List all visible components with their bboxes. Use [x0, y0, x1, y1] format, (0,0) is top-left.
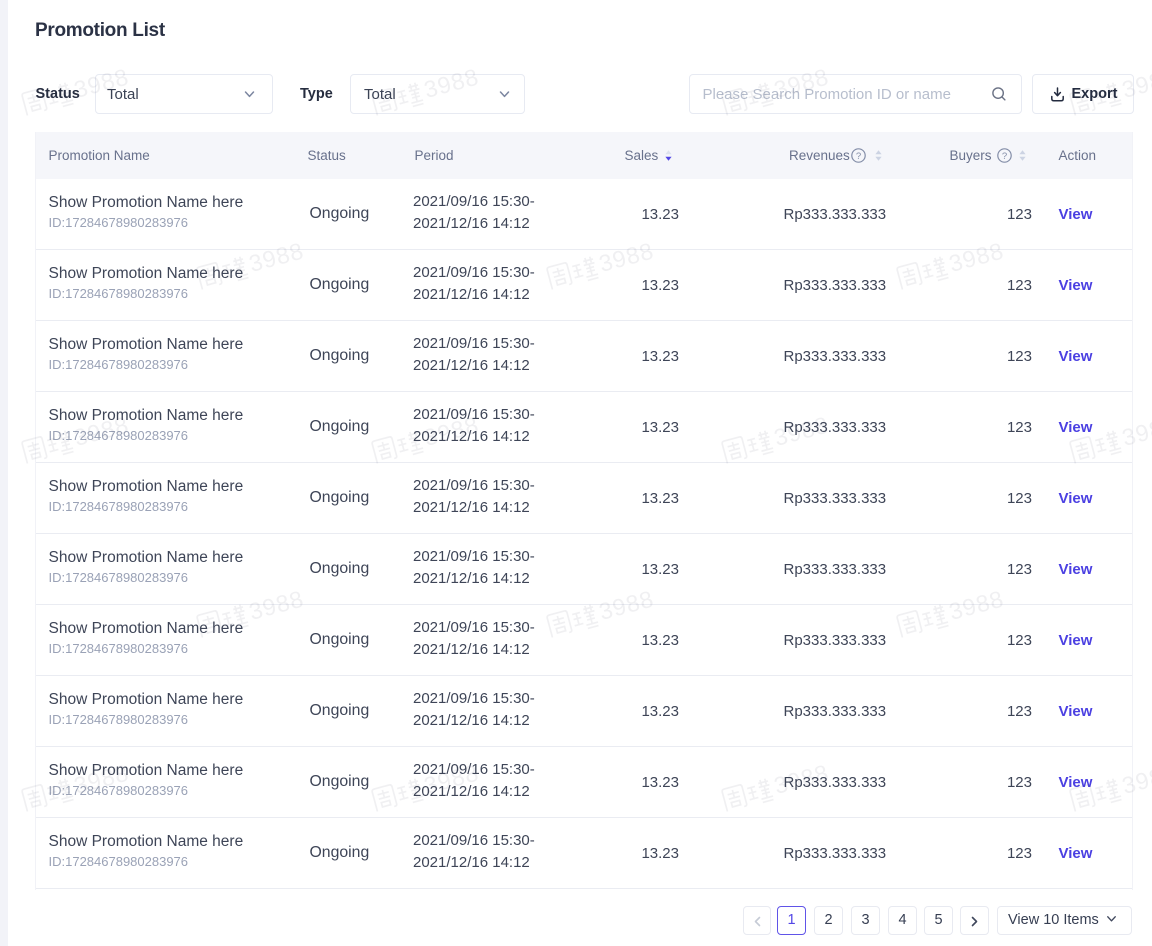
svg-text:?: ?: [1001, 151, 1006, 162]
svg-text:?: ?: [855, 151, 860, 162]
